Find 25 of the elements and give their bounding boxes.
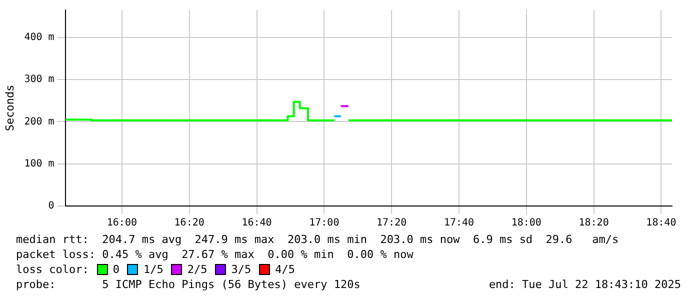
x-tick-label: 17:00 (309, 218, 340, 229)
text: packet loss: 0.45 % avg 27.67 % max 0.00 % min 0.00 % now (16, 247, 414, 262)
text: loss color: (16, 262, 89, 277)
legend-label: 3/5 (231, 262, 252, 277)
x-tick-label: 17:40 (444, 218, 474, 229)
y-tick-label: 400 m (24, 32, 54, 43)
text: end: Tue Jul 22 18:43:10 2025 (488, 277, 681, 292)
x-tick-label: 16:40 (242, 218, 272, 229)
y-tick-label: 200 m (24, 116, 54, 128)
x-tick-label: 16:00 (106, 218, 137, 229)
x-tick-label: 18:00 (511, 218, 542, 229)
x-tick-label: 18:40 (646, 218, 676, 229)
y-tick-label: 0 (48, 200, 54, 212)
y-tick-label: 300 m (24, 74, 54, 86)
y-tick-label: 100 m (24, 158, 54, 170)
x-tick-label: 18:20 (578, 218, 609, 229)
legend-label: 2/5 (187, 262, 208, 277)
y-axis-title: Seconds (3, 84, 16, 132)
legend-label: 0 (112, 262, 120, 277)
x-tick-label: 16:20 (174, 218, 204, 229)
text: probe: 5 ICMP Echo Pings (56 Bytes) every 120s (16, 277, 360, 292)
text: median rtt: 204.7 ms avg 247.9 ms max 203.0 ms min 203.0 ms now 6.9 ms sd 29.6 am/s (16, 232, 620, 247)
legend-label: 4/5 (275, 262, 295, 277)
x-tick-label: 17:20 (376, 218, 407, 229)
legend-label: 1/5 (143, 262, 164, 277)
